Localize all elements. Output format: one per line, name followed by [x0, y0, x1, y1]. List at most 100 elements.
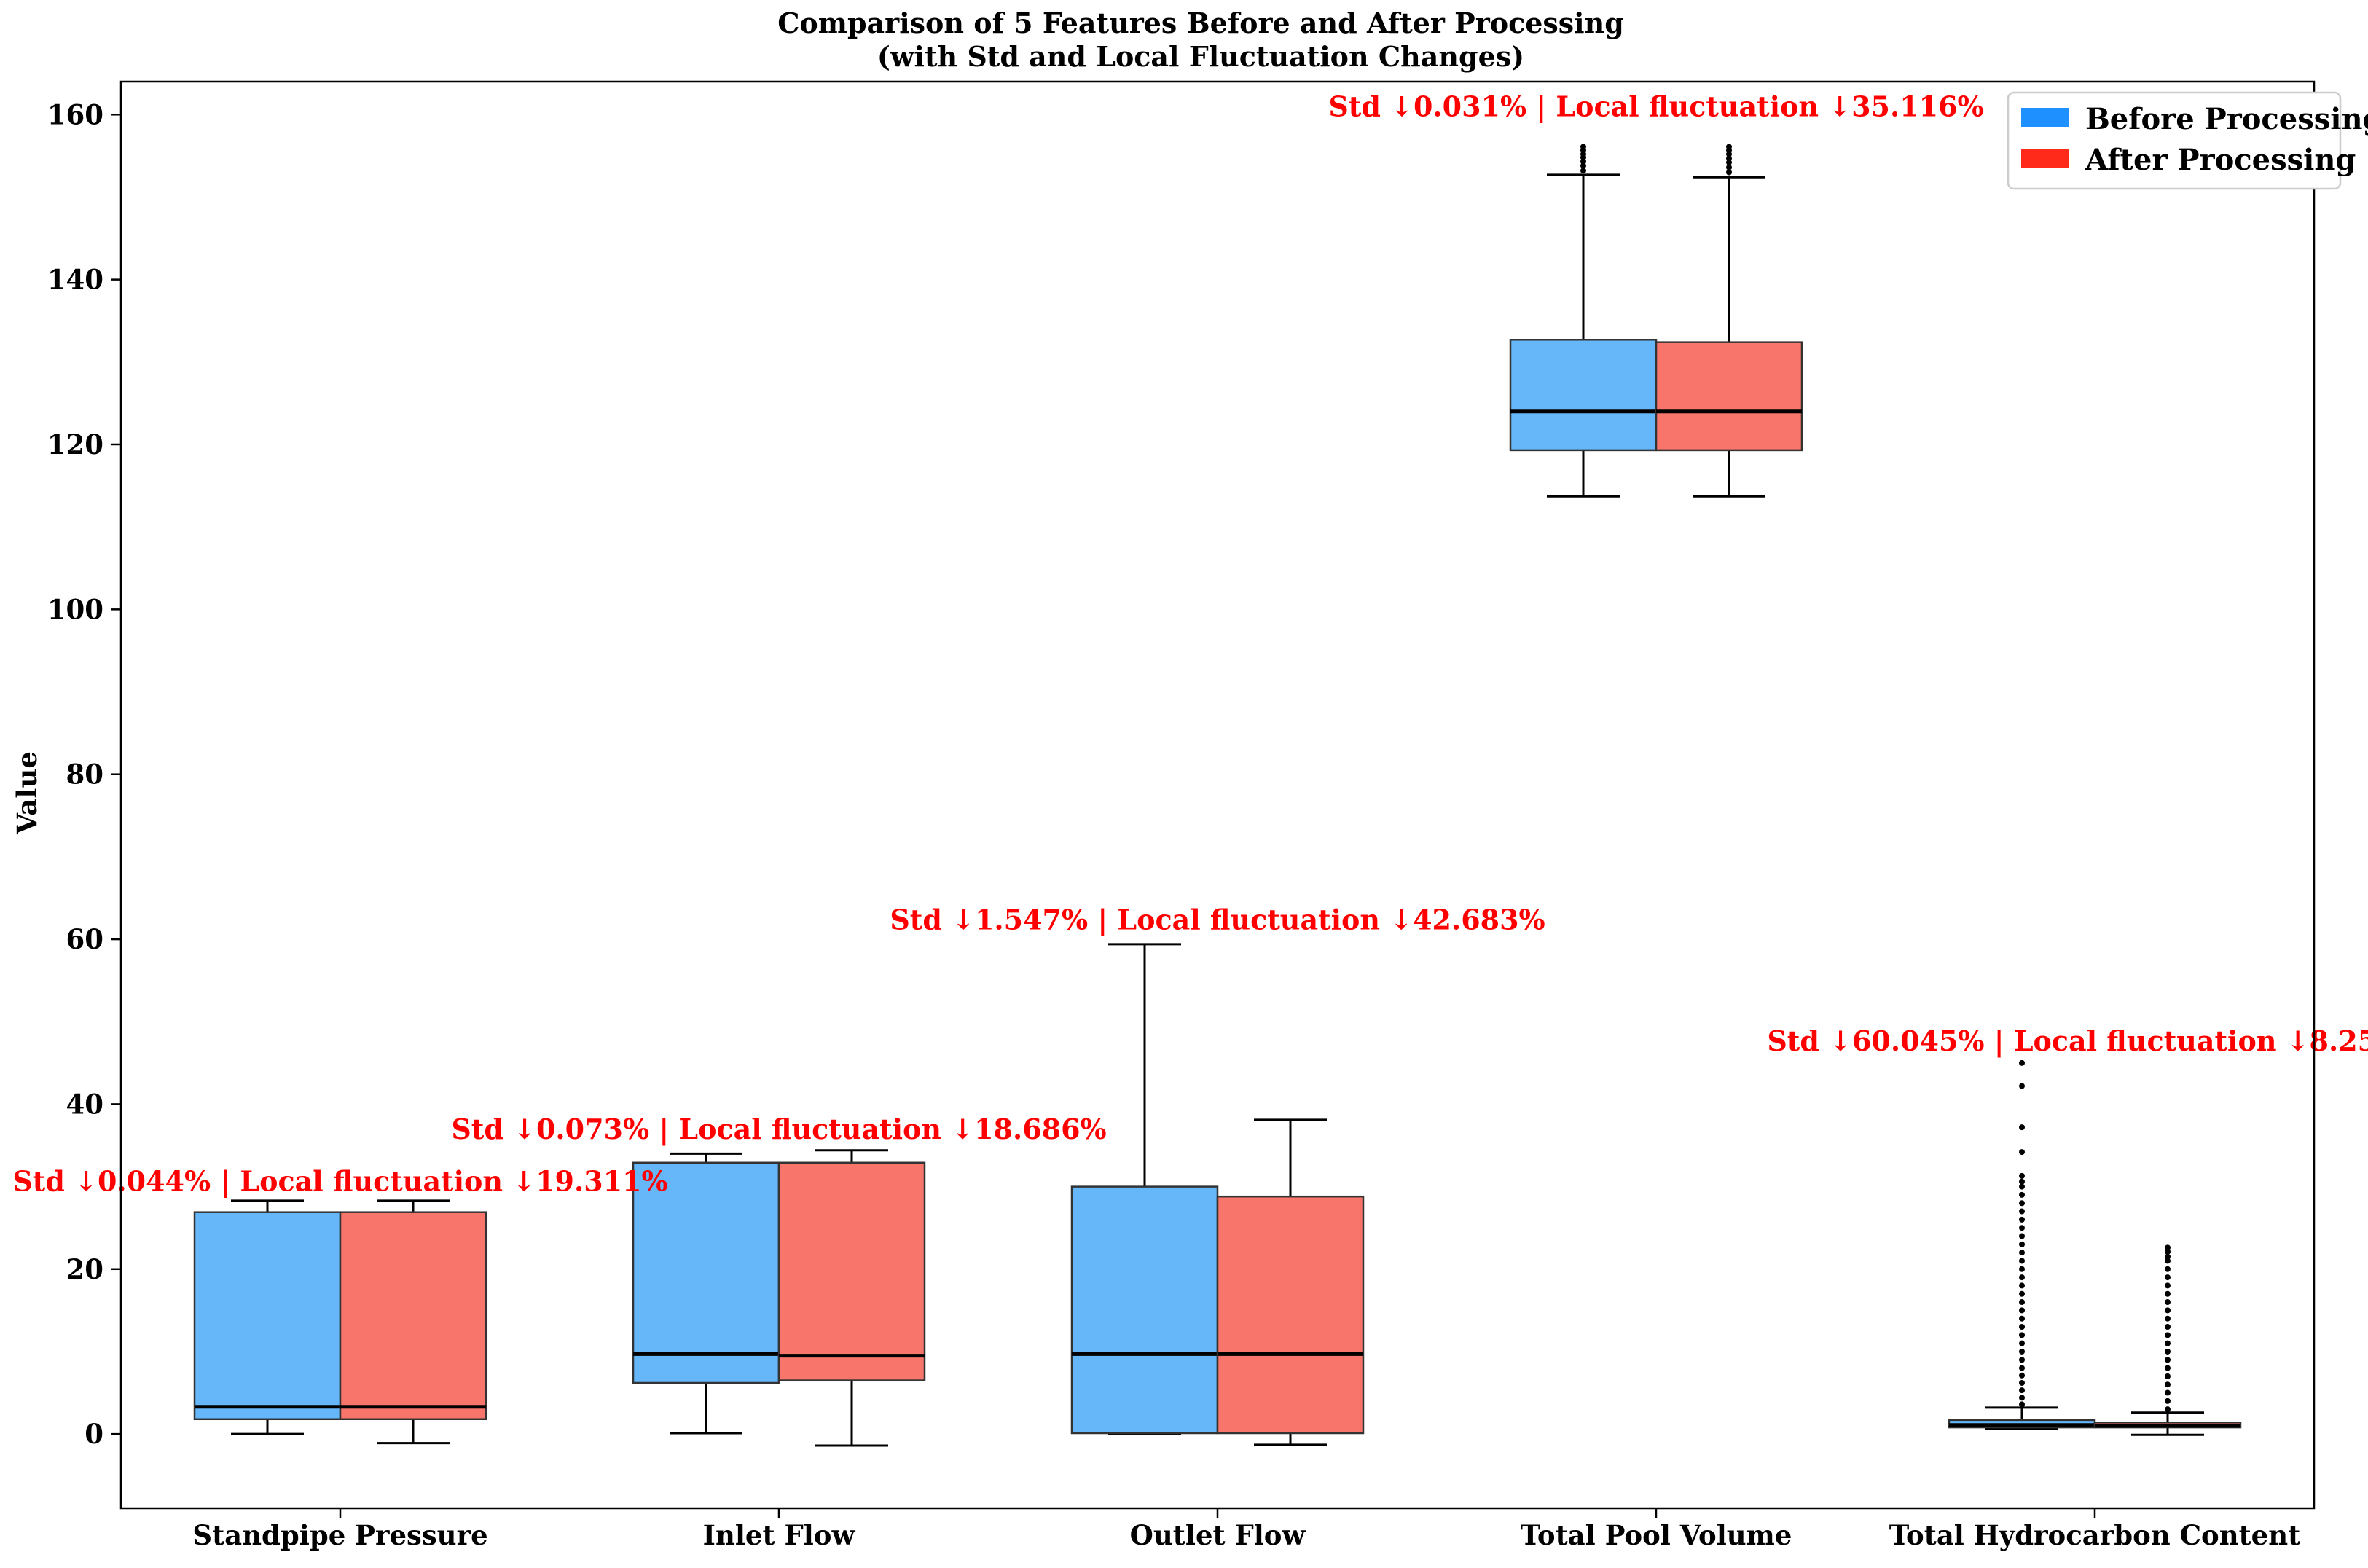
outlier-before-4-15	[2019, 1282, 2025, 1289]
chart-subtitle: (with Std and Local Fluctuation Changes)	[877, 40, 1524, 73]
outlier-before-4-28	[2019, 1178, 2025, 1185]
outlier-before-4-20	[2019, 1241, 2025, 1247]
box-after-2	[1216, 1195, 1365, 1435]
outlier-before-4-26	[2019, 1191, 2025, 1198]
box-before-2	[1070, 1185, 1219, 1435]
outlier-after-4-4	[2165, 1373, 2171, 1379]
outlier-after-3-4	[1726, 151, 1732, 157]
outlier-before-4-11	[2019, 1315, 2025, 1322]
outlier-before-4-6	[2019, 1357, 2025, 1363]
x-tick-label: Inlet Flow	[703, 1519, 856, 1551]
y-tick-label: 80	[66, 758, 104, 791]
outlier-before-4-19	[2019, 1250, 2025, 1256]
outlier-after-4-20	[2165, 1249, 2171, 1255]
outlier-after-3-0	[1726, 169, 1732, 176]
outlier-before-4-9	[2019, 1332, 2025, 1338]
annotation-2: Std ↓1.547% | Local fluctuation ↓42.683%	[890, 903, 1545, 936]
outlier-after-4-15	[2165, 1282, 2171, 1289]
legend-swatch-after	[2021, 149, 2069, 168]
box-before-0	[193, 1211, 342, 1421]
outlier-before-3-2	[1580, 158, 1586, 165]
outlier-before-4-33	[2019, 1059, 2025, 1066]
outlier-before-4-16	[2019, 1274, 2025, 1281]
box-after-3	[1655, 341, 1803, 452]
outlier-after-3-2	[1726, 159, 1732, 165]
y-tick-label: 140	[47, 264, 103, 296]
plot-layer: 0 20 40 60 80 100 120 140 160 Standpipe Pressure I…	[12, 80, 2368, 1551]
x-tick-label: Standpipe Pressure	[192, 1519, 487, 1551]
legend-frame	[2007, 91, 2342, 190]
outlier-before-4-27	[2019, 1183, 2025, 1190]
outlier-before-3-6	[1580, 144, 1586, 150]
outlier-before-4-10	[2019, 1324, 2025, 1330]
outlier-before-4-5	[2019, 1365, 2025, 1371]
outlier-before-4-12	[2019, 1307, 2025, 1314]
outlier-before-4-21	[2019, 1233, 2025, 1239]
outlier-after-4-8	[2165, 1340, 2171, 1346]
outlier-before-4-31	[2019, 1124, 2025, 1131]
outlier-after-4-7	[2165, 1348, 2171, 1355]
y-tick-label: 100	[47, 593, 103, 625]
outlier-after-4-12	[2165, 1307, 2171, 1314]
outlier-after-4-21	[2165, 1244, 2171, 1251]
legend-label-after: After Processing	[2085, 143, 2356, 177]
outlier-before-4-30	[2019, 1149, 2025, 1156]
outlier-after-4-10	[2165, 1324, 2171, 1330]
x-tick-label: Total Pool Volume	[1521, 1519, 1792, 1551]
legend-label-before: Before Processing	[2085, 102, 2368, 136]
outlier-before-4-23	[2019, 1216, 2025, 1223]
outlier-after-3-1	[1726, 164, 1732, 170]
outlier-before-4-0	[2019, 1401, 2025, 1408]
x-tick-label: Outlet Flow	[1130, 1519, 1306, 1551]
annotation-1: Std ↓0.073% | Local fluctuation ↓18.686%	[451, 1113, 1106, 1145]
y-tick-label: 40	[66, 1088, 104, 1120]
legend: Before Processing After Processing	[2007, 91, 2368, 190]
box-after-0	[339, 1211, 487, 1421]
outlier-before-4-17	[2019, 1266, 2025, 1272]
y-tick-label: 160	[47, 98, 103, 130]
y-tick-label: 20	[66, 1253, 104, 1285]
outlier-before-4-29	[2019, 1172, 2025, 1179]
outlier-after-4-17	[2165, 1266, 2171, 1272]
outlier-before-4-13	[2019, 1299, 2025, 1306]
outlier-after-4-18	[2165, 1258, 2171, 1264]
annotation-3: Std ↓0.031% | Local fluctuation ↓35.116%	[1328, 90, 1983, 123]
outlier-before-4-14	[2019, 1290, 2025, 1297]
legend-swatch-before	[2021, 108, 2069, 127]
y-axis-label: Value	[11, 751, 43, 835]
outlier-before-4-8	[2019, 1340, 2025, 1346]
outlier-before-4-3	[2019, 1379, 2025, 1386]
outlier-after-4-6	[2165, 1357, 2171, 1363]
outlier-after-4-5	[2165, 1365, 2171, 1371]
outlier-before-4-2	[2019, 1387, 2025, 1394]
outlier-before-4-18	[2019, 1258, 2025, 1264]
outlier-before-4-22	[2019, 1225, 2025, 1231]
outlier-before-3-4	[1580, 151, 1586, 157]
y-tick-label: 120	[47, 428, 103, 460]
outlier-before-4-24	[2019, 1208, 2025, 1215]
outlier-after-4-13	[2165, 1299, 2171, 1306]
plot-frame	[119, 80, 2316, 1510]
outlier-after-4-2	[2165, 1389, 2171, 1396]
annotation-0: Std ↓0.044% | Local fluctuation ↓19.311%	[12, 1164, 667, 1197]
y-tick-label: 0	[85, 1418, 103, 1450]
annotation-4: Std ↓60.045% | Local fluctuation ↓8.253%	[1767, 1024, 2368, 1057]
outlier-after-3-6	[1726, 144, 1732, 150]
outlier-after-4-9	[2165, 1332, 2171, 1338]
outlier-after-4-3	[2165, 1381, 2171, 1388]
outlier-before-4-1	[2019, 1395, 2025, 1401]
chart-title: Comparison of 5 Features Before and Afte…	[777, 7, 1624, 39]
outlier-after-4-0	[2165, 1406, 2171, 1413]
outlier-after-3-3	[1726, 155, 1732, 162]
outlier-after-4-11	[2165, 1315, 2171, 1322]
outlier-after-4-16	[2165, 1274, 2171, 1281]
outlier-after-4-14	[2165, 1290, 2171, 1297]
outlier-before-3-0	[1580, 168, 1586, 174]
y-tick-label: 60	[66, 923, 104, 955]
outlier-before-4-32	[2019, 1083, 2025, 1089]
outlier-before-4-7	[2019, 1348, 2025, 1355]
outlier-before-4-25	[2019, 1200, 2025, 1207]
x-tick-label: Total Hydrocarbon Content	[1889, 1519, 2300, 1551]
